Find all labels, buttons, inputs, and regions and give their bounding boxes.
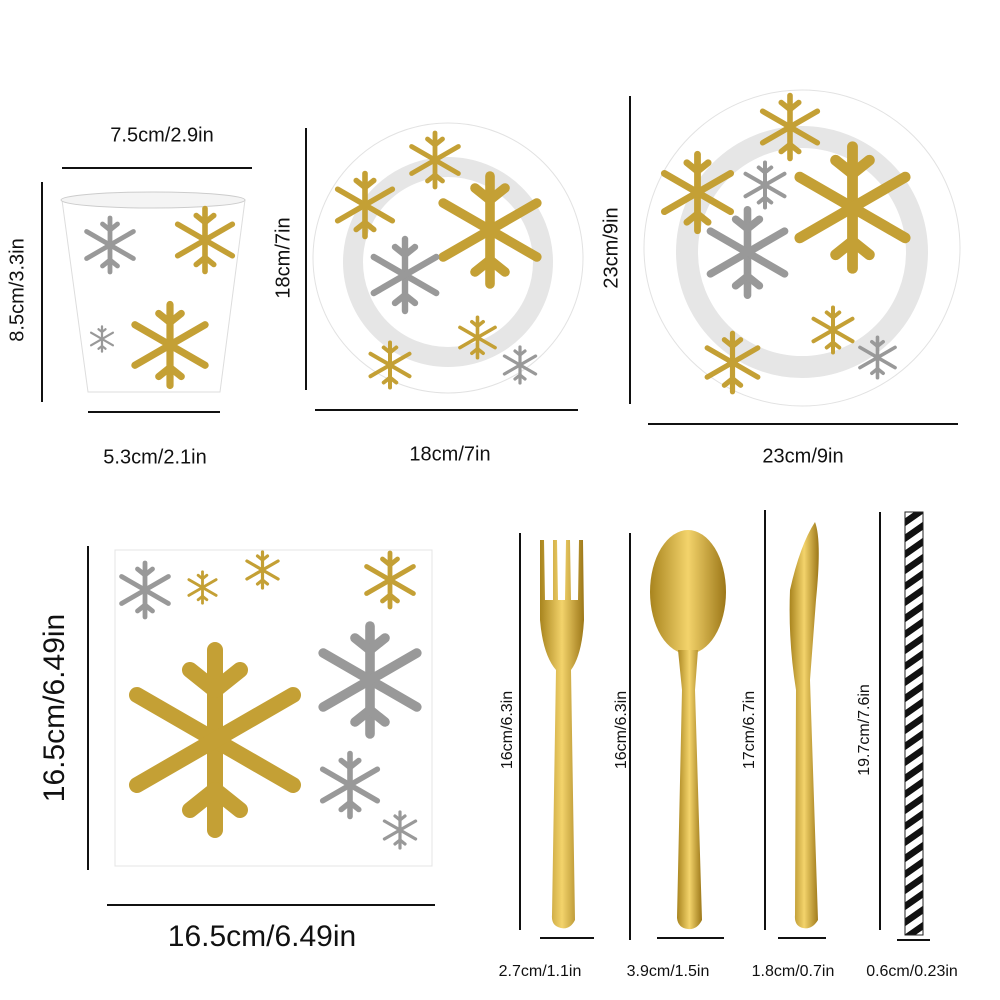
dimension-label: 5.3cm/2.1in — [103, 446, 206, 468]
dimension-label: 17cm/6.7in — [741, 691, 758, 769]
dimension-label: 3.9cm/1.5in — [627, 963, 710, 980]
dimension-label: 19.7cm/7.6in — [856, 684, 873, 776]
dimension-label: 18cm/7in — [409, 443, 490, 465]
dimension-label: 8.5cm/3.3in — [6, 238, 28, 341]
dimension-label: 16cm/6.3in — [499, 691, 516, 769]
dimension-label: 18cm/7in — [272, 217, 294, 298]
large-plate — [643, 89, 961, 407]
fork — [540, 540, 584, 929]
dimension-label: 7.5cm/2.9in — [110, 124, 213, 146]
dimension-label: 1.8cm/0.7in — [752, 963, 835, 980]
dimension-label: 23cm/9in — [762, 445, 843, 467]
dimension-label: 0.6cm/0.23in — [866, 963, 958, 980]
small-plate — [312, 122, 584, 394]
dimension-label: 23cm/9in — [600, 207, 622, 288]
dimension-label: 16.5cm/6.49in — [168, 920, 356, 953]
napkin — [114, 549, 433, 867]
dimension-label: 16cm/6.3in — [613, 691, 630, 769]
cup — [60, 191, 246, 393]
spoon — [650, 530, 726, 930]
dimension-label: 16.5cm/6.49in — [38, 614, 71, 802]
knife — [789, 522, 819, 929]
straw — [904, 511, 924, 936]
dimension-label: 2.7cm/1.1in — [499, 963, 582, 980]
